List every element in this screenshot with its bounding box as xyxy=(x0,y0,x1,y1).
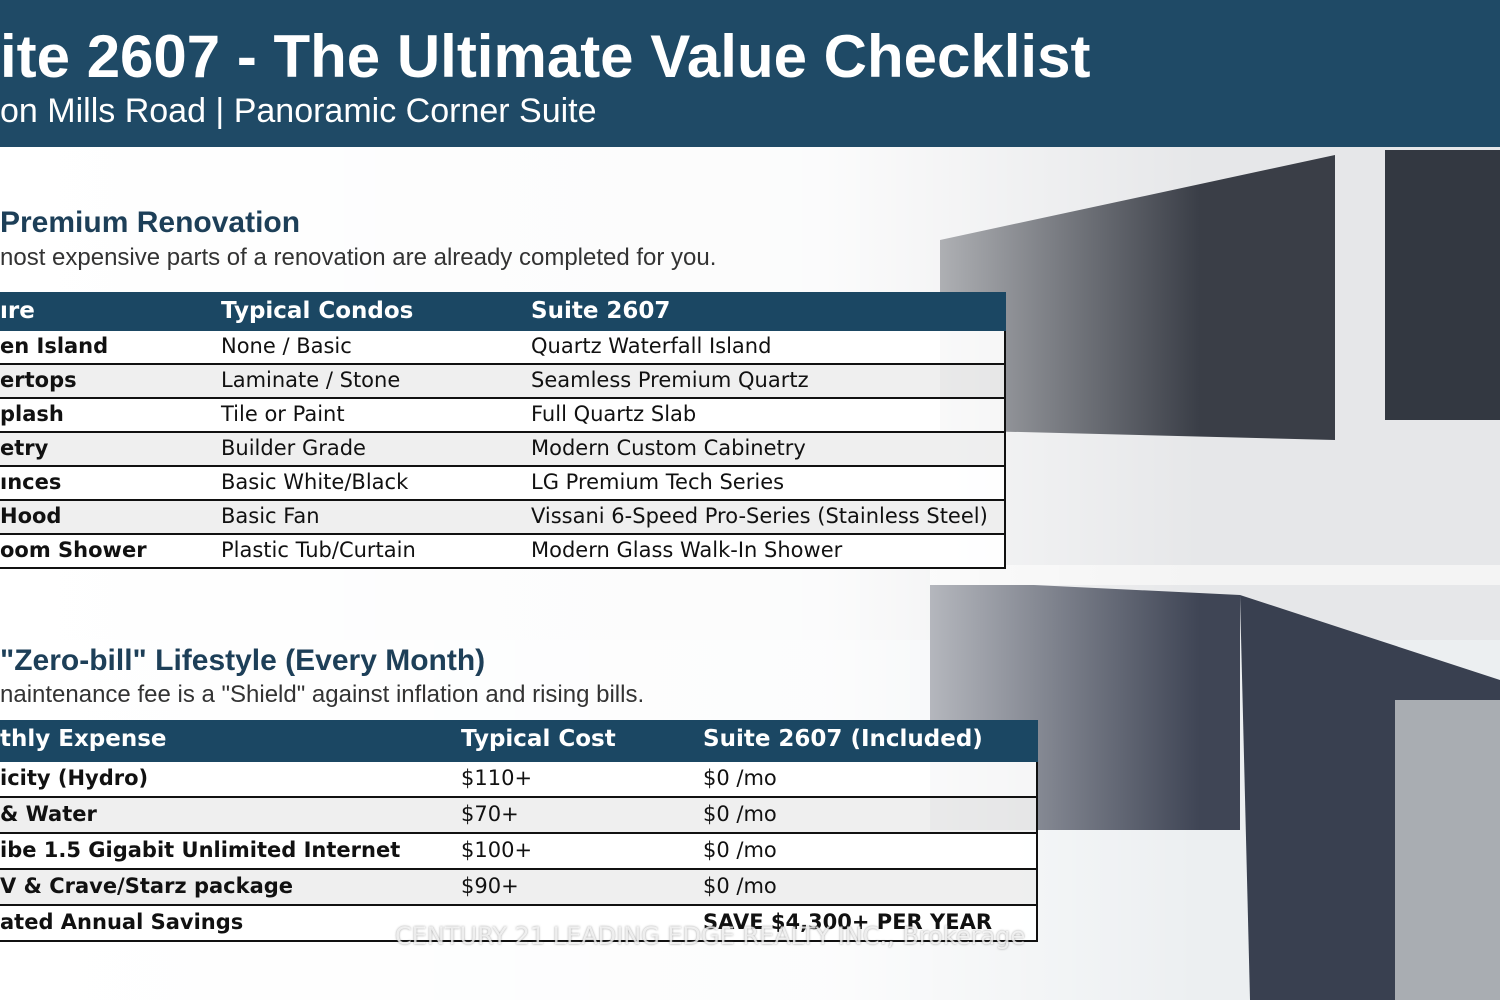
table-cell: & Water xyxy=(0,802,97,826)
table-row: icity (Hydro) $110+ $0 /mo xyxy=(0,762,1038,798)
table-row: ertops Laminate / Stone Seamless Premium Q… xyxy=(0,365,1006,399)
column-header: Typical Condos xyxy=(221,298,414,324)
table-cell: oom Shower xyxy=(0,538,147,562)
table-cell: plash xyxy=(0,402,64,426)
table-cell: Basic White/Black xyxy=(221,470,409,494)
table-cell: $0 /mo xyxy=(703,874,777,898)
table-header: thly Expense Typical Cost Suite 2607 (Incl… xyxy=(0,720,1038,762)
table-row: Hood Basic Fan Vissani 6-Speed Pro-Series … xyxy=(0,501,1006,535)
table-cell: etry xyxy=(0,436,49,460)
table-row: V & Crave/Starz package $90+ $0 /mo xyxy=(0,870,1038,906)
column-header: Suite 2607 xyxy=(531,298,671,324)
table-row: & Water $70+ $0 /mo xyxy=(0,798,1038,834)
subtitle: on Mills Road | Panoramic Corner Suite xyxy=(0,92,597,130)
table-row: ınces Basic White/Black LG Premium Tech Se… xyxy=(0,467,1006,501)
table-cell: Modern Glass Walk-In Shower xyxy=(531,538,843,562)
table-cell: Full Quartz Slab xyxy=(531,402,697,426)
table-row: etry Builder Grade Modern Custom Cabinetry xyxy=(0,433,1006,467)
section-heading: "Zero-bill" Lifestyle (Every Month) xyxy=(0,644,486,677)
header-bar: ite 2607 - The Ultimate Value Checklist … xyxy=(0,0,1500,147)
table-cell: Plastic Tub/Curtain xyxy=(221,538,416,562)
table-cell: ated Annual Savings xyxy=(0,910,244,934)
table-cell: $0 /mo xyxy=(703,766,777,790)
table-cell: Hood xyxy=(0,504,62,528)
table-cell: V & Crave/Starz package xyxy=(0,874,294,898)
table-row: en Island None / Basic Quartz Waterfall Is… xyxy=(0,331,1006,365)
table-cell: $0 /mo xyxy=(703,838,777,862)
column-header: ıre xyxy=(0,298,35,324)
table-cell: SAVE $4,300+ PER YEAR xyxy=(703,910,992,934)
table-cell: Laminate / Stone xyxy=(221,368,401,392)
table-cell: Vissani 6-Speed Pro-Series (Stainless St… xyxy=(531,504,988,528)
table-cell: icity (Hydro) xyxy=(0,766,149,790)
table-cell: en Island xyxy=(0,334,109,358)
table-cell: $110+ xyxy=(461,766,533,790)
column-header: Suite 2607 (Included) xyxy=(703,726,983,752)
table-cell: Builder Grade xyxy=(221,436,366,460)
table-cell: ibe 1.5 Gigabit Unlimited Internet xyxy=(0,838,401,862)
table-cell: $90+ xyxy=(461,874,519,898)
column-header: thly Expense xyxy=(0,726,167,752)
table-header: ıre Typical Condos Suite 2607 xyxy=(0,292,1006,331)
table-row: ibe 1.5 Gigabit Unlimited Internet $100+ $… xyxy=(0,834,1038,870)
table-row: oom Shower Plastic Tub/Curtain Modern Glas… xyxy=(0,535,1006,569)
section-heading: Premium Renovation xyxy=(0,206,301,239)
table-cell: None / Basic xyxy=(221,334,352,358)
table-row: ated Annual Savings SAVE $4,300+ PER YEAR xyxy=(0,906,1038,942)
table-cell: $70+ xyxy=(461,802,519,826)
table-cell: Quartz Waterfall Island xyxy=(531,334,772,358)
section-subheading: naintenance fee is a "Shield" against in… xyxy=(0,681,645,708)
watermark: CENTURY 21 LEADING EDGE REALTY INC., Bro… xyxy=(395,922,1026,950)
title: ite 2607 - The Ultimate Value Checklist xyxy=(0,23,1091,90)
table-cell: Modern Custom Cabinetry xyxy=(531,436,806,460)
table-row: plash Tile or Paint Full Quartz Slab xyxy=(0,399,1006,433)
table-cell: Tile or Paint xyxy=(221,402,345,426)
table-cell: Seamless Premium Quartz xyxy=(531,368,809,392)
table-cell: LG Premium Tech Series xyxy=(531,470,785,494)
table-cell: ertops xyxy=(0,368,77,392)
table-cell: Basic Fan xyxy=(221,504,320,528)
table-cell: $100+ xyxy=(461,838,533,862)
table-cell: $0 /mo xyxy=(703,802,777,826)
table-cell: ınces xyxy=(0,470,62,494)
section-subheading: nost expensive parts of a renovation are… xyxy=(0,244,717,271)
column-header: Typical Cost xyxy=(461,726,616,752)
